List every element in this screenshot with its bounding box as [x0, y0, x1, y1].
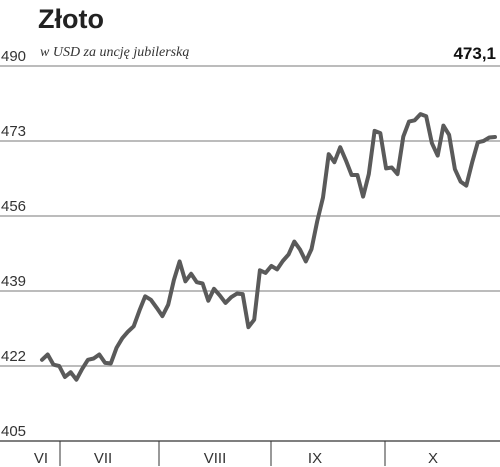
chart-title: Złoto — [38, 4, 104, 34]
x-tick-label: IX — [308, 450, 322, 467]
y-tick-label: 422 — [1, 348, 26, 365]
x-tick-label: X — [428, 450, 438, 467]
y-tick-label: 456 — [1, 198, 26, 215]
y-tick-label: 490 — [1, 48, 26, 65]
y-axis-ticks: 405 422 439 456 473 490 — [1, 48, 26, 440]
x-axis: VI VII VIII IX X — [34, 441, 438, 467]
y-tick-label: 405 — [1, 423, 26, 440]
last-value-label: 473,1 — [453, 44, 496, 63]
y-tick-label: 473 — [1, 123, 26, 140]
chart-subtitle: w USD za uncję jubilerską — [40, 45, 189, 60]
x-tick-label: VII — [94, 450, 112, 467]
series-layer — [40, 112, 497, 382]
gridlines — [0, 65, 500, 442]
x-tick-label: VIII — [204, 450, 227, 467]
x-tick-label: VI — [34, 450, 48, 467]
y-tick-label: 439 — [1, 273, 26, 290]
series-line-0 — [40, 112, 497, 382]
